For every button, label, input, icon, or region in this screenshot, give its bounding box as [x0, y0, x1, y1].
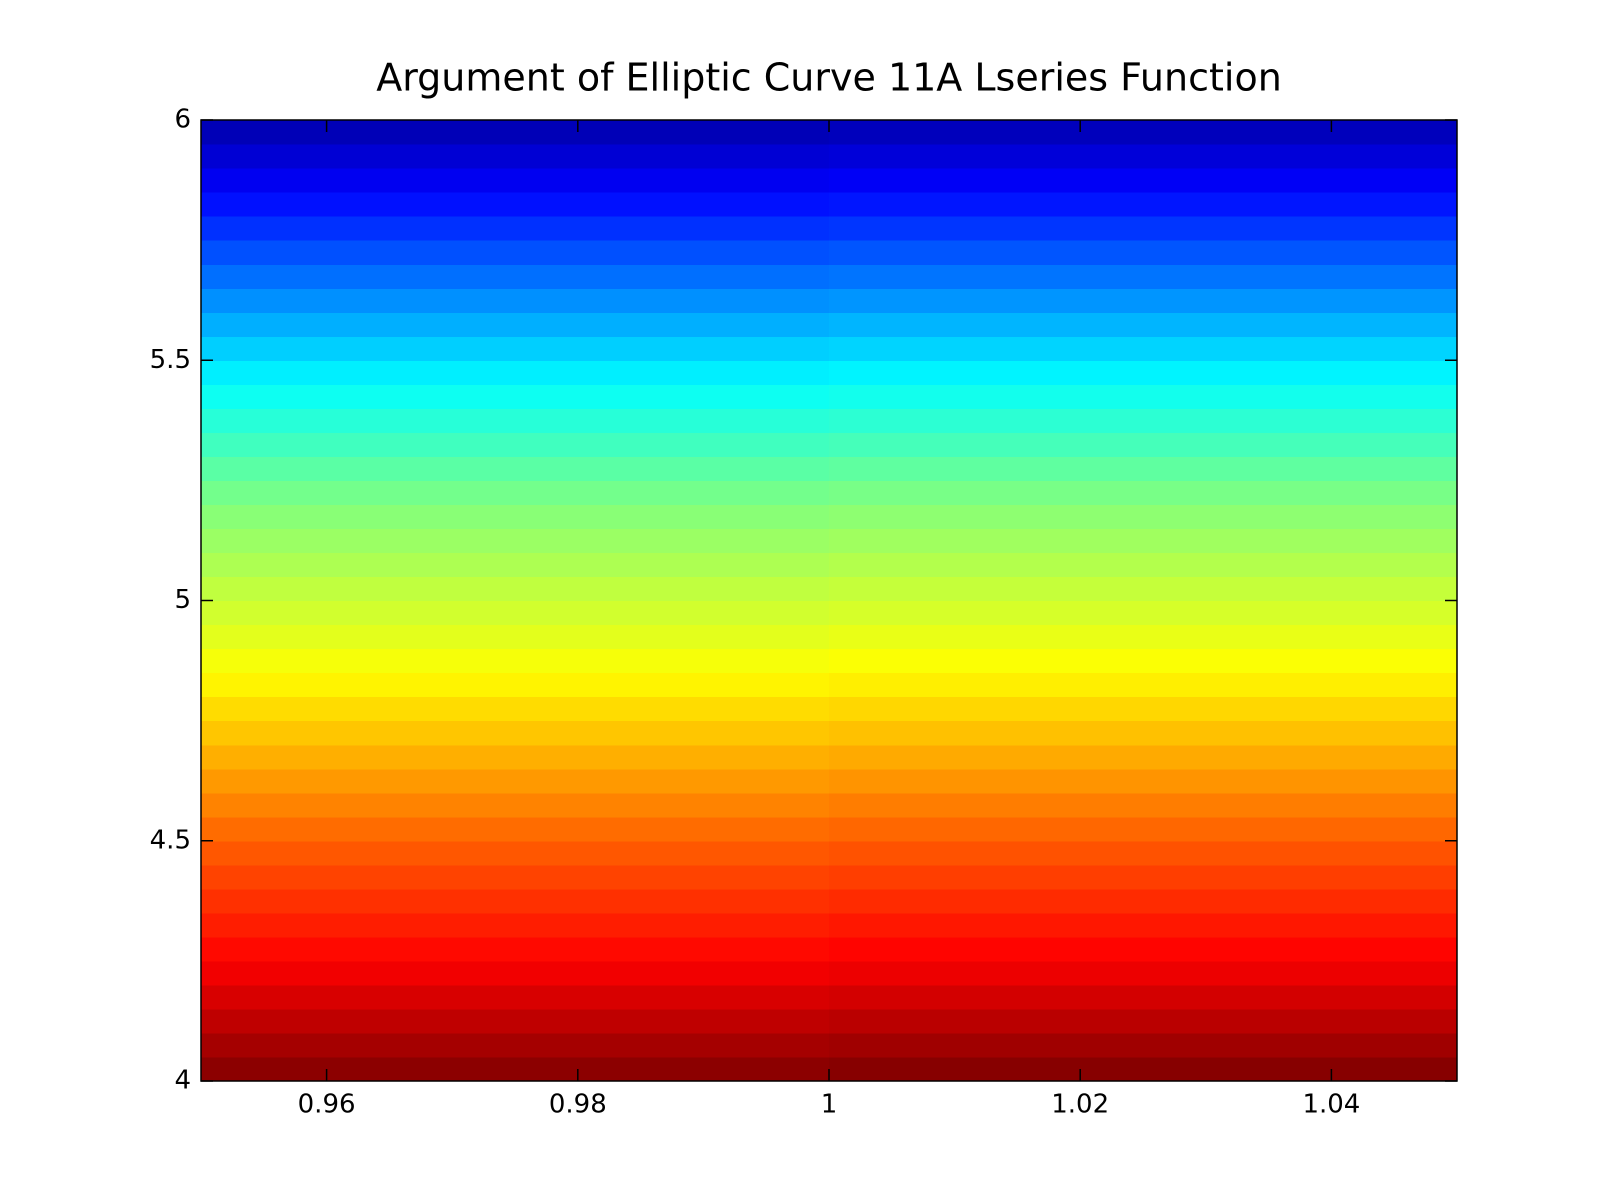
heatmap-cell	[201, 336, 830, 361]
heatmap-cell	[201, 528, 830, 554]
heatmap-cell	[829, 720, 1458, 746]
heatmap-cell	[201, 744, 830, 770]
heatmap-cell	[201, 240, 830, 265]
heatmap-cell	[201, 576, 830, 602]
heatmap-cell	[829, 456, 1458, 481]
y-tick-label: 5.5	[150, 345, 191, 375]
chart-title: Argument of Elliptic Curve 11A Lseries F…	[376, 56, 1282, 100]
heatmap-cell	[201, 1032, 830, 1058]
heatmap-cell	[829, 576, 1458, 602]
heatmap-cell	[829, 384, 1458, 409]
heatmap-cell	[201, 984, 830, 1010]
heatmap-cell	[201, 1008, 830, 1034]
heatmap-cell	[829, 240, 1458, 265]
heatmap-cell	[829, 888, 1458, 914]
heatmap-cell	[201, 792, 830, 818]
heatmap-cell	[201, 288, 830, 313]
heatmap-cell	[829, 936, 1458, 962]
heatmap-cell	[201, 672, 830, 698]
heatmap-cell	[201, 168, 830, 193]
heatmap-cell	[829, 744, 1458, 770]
heatmap-cell	[829, 1008, 1458, 1034]
y-tick-label: 4.5	[150, 825, 191, 855]
heatmap-cell	[201, 912, 830, 938]
heatmap-cell	[829, 816, 1458, 842]
heatmap-cell	[201, 120, 830, 145]
heatmap-cell	[829, 624, 1458, 650]
heatmap-cell	[829, 672, 1458, 698]
heatmap-cell	[201, 552, 830, 578]
heatmap-cell	[201, 144, 830, 169]
heatmap-cell	[829, 1056, 1458, 1082]
heatmap-cell	[829, 312, 1458, 337]
y-tick-label: 4	[174, 1066, 191, 1096]
heatmap-cell	[201, 816, 830, 842]
heatmap-cell	[829, 216, 1458, 241]
heatmap-cell	[829, 120, 1458, 145]
heatmap-cell	[201, 456, 830, 481]
heatmap-cell	[829, 648, 1458, 674]
heatmap-cell	[201, 696, 830, 722]
heatmap-cell	[829, 264, 1458, 289]
heatmap-cell	[201, 960, 830, 986]
heatmap-cell	[201, 504, 830, 530]
heatmap-cell	[829, 960, 1458, 986]
x-tick-label: 0.96	[298, 1090, 356, 1120]
heatmap-cell	[829, 768, 1458, 794]
heatmap-cell	[829, 552, 1458, 578]
heatmap-cell	[829, 168, 1458, 193]
heatmap-cell	[829, 432, 1458, 457]
heatmap-cell	[201, 864, 830, 890]
axes: 0.96 0.98 1 1.02 1.04 4 4.5 5 5.5 6	[150, 105, 1458, 1120]
x-tick-label: 1.02	[1051, 1090, 1109, 1120]
heatmap-cell	[829, 528, 1458, 554]
heatmap-cells	[201, 120, 1458, 1082]
heatmap-cell	[201, 888, 830, 914]
heatmap-cell	[201, 1056, 830, 1082]
heatmap-cell	[201, 384, 830, 409]
heatmap-cell	[201, 840, 830, 866]
heatmap-cell	[201, 264, 830, 289]
heatmap-cell	[201, 408, 830, 433]
heatmap-cell	[829, 912, 1458, 938]
heatmap-cell	[829, 480, 1458, 505]
heatmap-cell	[201, 432, 830, 457]
heatmap-cell	[201, 192, 830, 217]
heatmap-cell	[829, 840, 1458, 866]
heatmap-cell	[829, 696, 1458, 722]
heatmap-cell	[201, 480, 830, 505]
heatmap-cell	[829, 504, 1458, 530]
heatmap-cell	[201, 768, 830, 794]
x-tick-label: 1.04	[1302, 1090, 1360, 1120]
heatmap-cell	[829, 864, 1458, 890]
heatmap-cell	[201, 360, 830, 385]
y-tick-label: 6	[174, 105, 191, 135]
heatmap-cell	[201, 720, 830, 746]
heatmap-cell	[201, 216, 830, 241]
heatmap-cell	[829, 192, 1458, 217]
heatmap-cell	[829, 336, 1458, 361]
heatmap-cell	[829, 144, 1458, 169]
heatmap-cell	[201, 936, 830, 962]
heatmap-cell	[201, 600, 830, 626]
heatmap-cell	[829, 792, 1458, 818]
x-tick-label: 1	[821, 1090, 838, 1120]
heatmap-cell	[829, 984, 1458, 1010]
heatmap-cell	[829, 360, 1458, 385]
y-tick-label: 5	[174, 585, 191, 615]
heatmap-cell	[201, 624, 830, 650]
x-tick-label: 0.98	[549, 1090, 607, 1120]
heatmap-cell	[829, 600, 1458, 626]
heatmap-cell	[829, 288, 1458, 313]
heatmap-cell	[829, 1032, 1458, 1058]
heatmap-cell	[829, 408, 1458, 433]
heatmap-cell	[201, 648, 830, 674]
heatmap-cell	[201, 312, 830, 337]
